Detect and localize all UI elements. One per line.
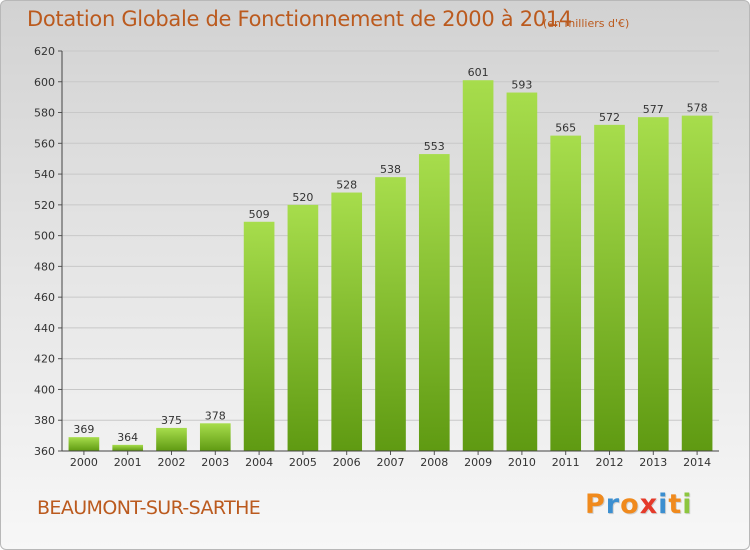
bar-2014 bbox=[681, 115, 713, 451]
y-tick-label: 400 bbox=[34, 383, 55, 396]
proxiti-logo: Proxiti bbox=[585, 489, 693, 520]
bars: 369 364 375 378 509 520 528 538 553 601 593 565 572 5… bbox=[68, 66, 713, 452]
y-tick-label: 520 bbox=[34, 199, 55, 212]
y-tick-label: 420 bbox=[34, 353, 55, 366]
y-tick-label: 460 bbox=[34, 291, 55, 304]
logo-letter: t bbox=[668, 489, 683, 520]
bar-2004 bbox=[243, 221, 275, 451]
x-tick-label: 2001 bbox=[114, 456, 142, 469]
bar-value-label: 364 bbox=[117, 431, 138, 444]
bar-value-label: 520 bbox=[292, 191, 313, 204]
logo-letter: o bbox=[620, 489, 640, 520]
x-tick-label: 2000 bbox=[70, 456, 98, 469]
y-tick-label: 380 bbox=[34, 414, 55, 427]
y-tick-label: 480 bbox=[34, 260, 55, 273]
logo-letter: x bbox=[639, 489, 659, 520]
bar-2012 bbox=[594, 124, 625, 451]
logo-letter: r bbox=[605, 489, 621, 520]
commune-name: BEAUMONT-SUR-SARTHE bbox=[37, 497, 261, 519]
bar-2000 bbox=[68, 437, 100, 451]
bar-2009 bbox=[462, 80, 494, 451]
bar-value-label: 572 bbox=[599, 111, 620, 124]
bar-2002 bbox=[156, 427, 187, 451]
bar-value-label: 369 bbox=[73, 423, 94, 436]
x-tick-label: 2009 bbox=[464, 456, 492, 469]
x-tick-label: 2012 bbox=[596, 456, 624, 469]
bar-2005 bbox=[287, 204, 319, 451]
chart-title: Dotation Globale de Fonctionnement de 20… bbox=[27, 7, 572, 31]
x-tick-label: 2003 bbox=[201, 456, 229, 469]
bar-value-label: 577 bbox=[643, 103, 664, 116]
bar-value-label: 578 bbox=[687, 102, 708, 115]
y-tick-label: 600 bbox=[34, 76, 55, 89]
bar-2008 bbox=[418, 154, 450, 452]
logo-letter: i bbox=[658, 489, 669, 520]
logo-letter: i bbox=[682, 489, 693, 520]
x-tick-label: 2006 bbox=[333, 456, 361, 469]
bar-value-label: 601 bbox=[468, 66, 489, 79]
x-tick-label: 2010 bbox=[508, 456, 536, 469]
y-tick-label: 620 bbox=[34, 45, 55, 58]
y-tick-label: 500 bbox=[34, 230, 55, 243]
x-tick-label: 2011 bbox=[552, 456, 580, 469]
y-tick-label: 360 bbox=[34, 445, 55, 458]
y-tick-label: 540 bbox=[34, 168, 55, 181]
bar-value-label: 375 bbox=[161, 414, 182, 427]
x-tick-label: 2005 bbox=[289, 456, 317, 469]
y-tick-label: 440 bbox=[34, 322, 55, 335]
bar-2006 bbox=[331, 192, 363, 452]
bar-2010 bbox=[506, 92, 538, 452]
bar-2003 bbox=[199, 423, 231, 451]
x-tick-label: 2004 bbox=[245, 456, 273, 469]
bar-2007 bbox=[375, 177, 406, 451]
logo-letter: P bbox=[585, 489, 606, 520]
bar-2013 bbox=[637, 117, 669, 452]
x-tick-label: 2014 bbox=[683, 456, 711, 469]
bar-2001 bbox=[112, 444, 144, 451]
x-tick-label: 2013 bbox=[639, 456, 667, 469]
x-tick-label: 2007 bbox=[377, 456, 405, 469]
x-tick-label: 2002 bbox=[158, 456, 186, 469]
bar-value-label: 509 bbox=[249, 208, 270, 221]
bar-value-label: 553 bbox=[424, 140, 445, 153]
axes: 360 380 400 420 440 460 480 500 520 540 560 580 600 6… bbox=[34, 45, 719, 469]
y-tick-label: 560 bbox=[34, 137, 55, 150]
chart-unit-note: (en milliers d'€) bbox=[543, 17, 630, 30]
y-tick-label: 580 bbox=[34, 107, 55, 120]
bar-value-label: 528 bbox=[336, 179, 357, 192]
bar-value-label: 565 bbox=[555, 122, 576, 135]
bar-value-label: 593 bbox=[511, 79, 532, 92]
bar-2011 bbox=[550, 135, 582, 451]
x-tick-label: 2008 bbox=[420, 456, 448, 469]
bar-value-label: 538 bbox=[380, 163, 401, 176]
bar-value-label: 378 bbox=[205, 409, 226, 422]
